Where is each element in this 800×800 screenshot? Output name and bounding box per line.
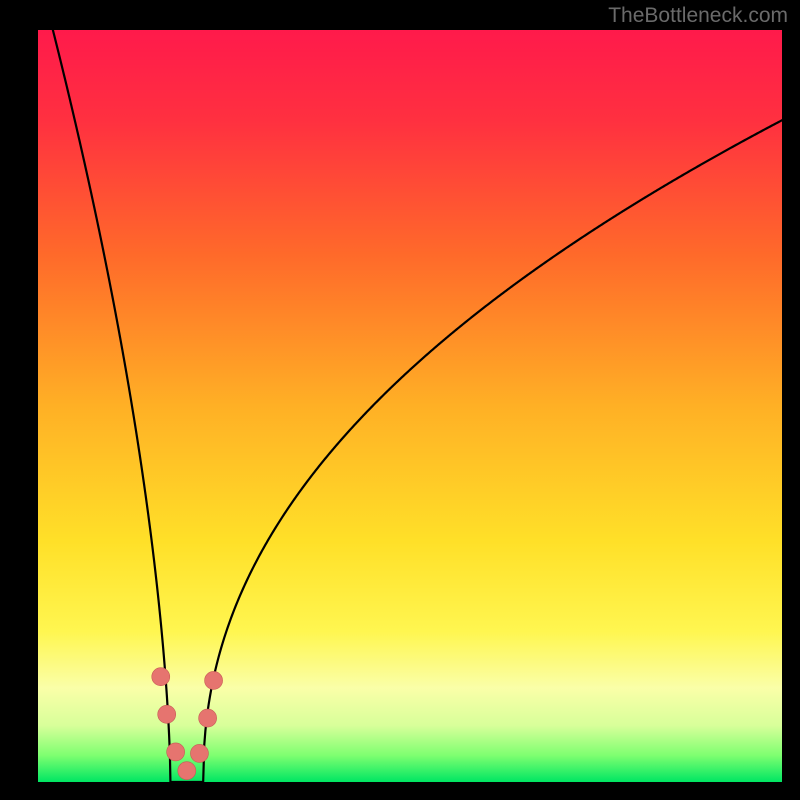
curve-marker [152,668,170,686]
curve-marker [190,744,208,762]
chart-svg [0,0,800,800]
chart-stage: TheBottleneck.com [0,0,800,800]
curve-marker [178,762,196,780]
curve-marker [205,671,223,689]
curve-marker [167,743,185,761]
curve-marker [199,709,217,727]
curve-marker [158,705,176,723]
gradient-background [38,30,782,782]
